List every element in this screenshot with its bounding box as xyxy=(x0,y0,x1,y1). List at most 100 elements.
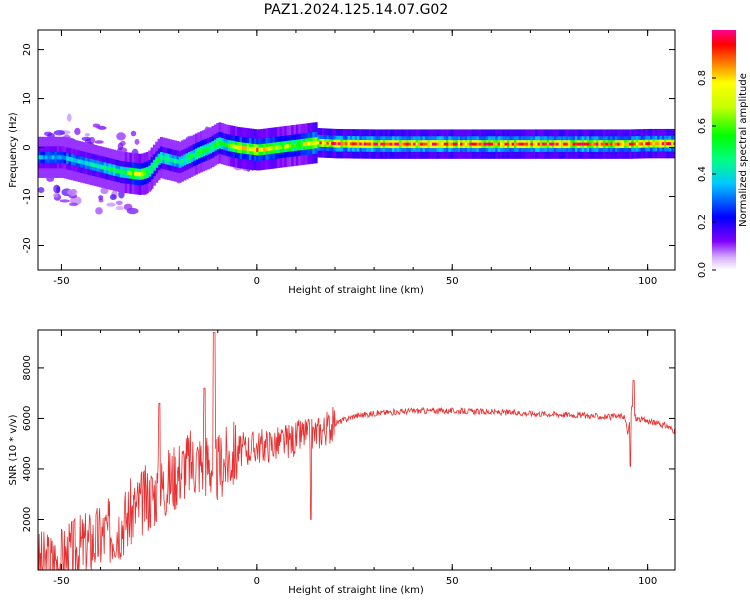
heatmap-cell xyxy=(223,142,227,147)
heatmap-cell xyxy=(260,147,264,152)
heatmap-cell xyxy=(335,142,339,146)
heatmap-cell xyxy=(295,143,299,148)
heatmap-cell xyxy=(47,155,51,160)
heatmap-cell xyxy=(288,143,292,149)
heatmap-cell xyxy=(659,142,663,146)
heatmap-cell xyxy=(94,163,98,168)
heatmap-cell xyxy=(152,163,156,168)
colorbar-ticks: 0.0 0.2 0.4 0.6 0.8 xyxy=(697,70,716,278)
heatmap-cell xyxy=(633,142,637,146)
heatmap-cell xyxy=(338,142,342,146)
heatmap-cell xyxy=(396,142,400,146)
heatmap-cell xyxy=(96,164,100,169)
heatmap-cell xyxy=(56,185,61,194)
heatmap-cell xyxy=(453,142,456,146)
heatmap-cell xyxy=(195,151,199,157)
heatmap-cell xyxy=(272,145,276,151)
heatmap-cell xyxy=(504,142,508,146)
heatmap-cell xyxy=(130,130,137,137)
heatmap-cell xyxy=(532,142,536,146)
heatmap-cell xyxy=(270,146,274,151)
heatmap-y-ticks: -20 -10 0 10 20 xyxy=(22,43,675,254)
x-tick-label: 50 xyxy=(446,576,459,587)
heatmap-cell xyxy=(492,142,496,146)
heatmap-cell xyxy=(542,142,546,146)
heatmap-cell xyxy=(106,202,116,207)
figure-title: PAZ1.2024.125.14.07.G02 xyxy=(264,2,449,18)
heatmap-cell xyxy=(115,168,119,173)
heatmap-cell xyxy=(668,142,672,146)
heatmap-cell xyxy=(603,142,607,146)
y-tick-label: -20 xyxy=(22,237,33,253)
heatmap-cell xyxy=(155,160,159,165)
heatmap-cell xyxy=(105,166,109,171)
heatmap-cell xyxy=(234,145,238,150)
heatmap-cell xyxy=(324,141,328,145)
heatmap-cell xyxy=(81,136,92,141)
heatmap-cell xyxy=(251,147,255,152)
heatmap-cell xyxy=(117,169,121,174)
heatmap-cell xyxy=(413,142,417,146)
heatmap-cell xyxy=(298,142,302,147)
heatmap-cell xyxy=(497,142,501,146)
heatmap-cell xyxy=(558,142,562,146)
heatmap-cell xyxy=(506,142,510,146)
heatmap-cell xyxy=(661,142,665,146)
heatmap-cell xyxy=(424,142,428,146)
y-tick-label: 0 xyxy=(22,144,33,150)
heatmap-cell xyxy=(455,142,459,146)
heatmap-panel: -50 0 50 100 -20 -10 0 10 20 Height of straight… xyxy=(8,29,676,296)
heatmap-cell xyxy=(443,142,447,146)
heatmap-cell xyxy=(596,142,600,146)
heatmap-cell xyxy=(673,142,675,146)
heatmap-cell xyxy=(134,171,138,176)
heatmap-cell xyxy=(591,142,595,146)
y-tick-label: 2000 xyxy=(22,507,33,532)
x-tick-label: 100 xyxy=(638,576,657,587)
heatmap-cell xyxy=(206,146,210,151)
heatmap-cell xyxy=(159,155,163,160)
heatmap-cell xyxy=(537,142,541,146)
heatmap-cell xyxy=(68,202,78,207)
snr-y-ticks: 2000 4000 6000 8000 xyxy=(22,355,675,532)
heatmap-cell xyxy=(66,113,72,122)
heatmap-cell xyxy=(101,165,105,170)
heatmap-cell xyxy=(387,142,391,146)
heatmap-cell xyxy=(621,142,625,146)
heatmap-cell xyxy=(410,142,414,146)
heatmap-cell xyxy=(626,142,630,146)
heatmap-cell xyxy=(227,143,231,148)
heatmap-cell xyxy=(124,170,128,175)
heatmap-cell xyxy=(469,142,473,146)
heatmap-cell xyxy=(574,142,578,146)
heatmap-cell xyxy=(607,142,611,146)
heatmap-cell xyxy=(462,142,466,146)
heatmap-cell xyxy=(108,167,112,172)
heatmap-cell xyxy=(291,143,295,148)
x-tick-label: -50 xyxy=(53,576,69,587)
heatmap-cell xyxy=(485,142,489,146)
heatmap-cell xyxy=(122,170,126,175)
heatmap-cell xyxy=(370,142,374,146)
heatmap-cell xyxy=(581,142,585,146)
heatmap-cell xyxy=(197,150,201,155)
heatmap-cell xyxy=(237,145,241,150)
heatmap-cell xyxy=(460,142,464,146)
heatmap-cell xyxy=(131,171,135,176)
heatmap-cell xyxy=(513,142,517,146)
heatmap-cell xyxy=(436,142,440,146)
heatmap-cell xyxy=(438,142,442,146)
heatmap-cell xyxy=(544,142,548,146)
heatmap-cell xyxy=(192,153,196,158)
colorbar-tick-label: 0.8 xyxy=(697,70,708,86)
heatmap-cell xyxy=(640,142,644,146)
heatmap-cell xyxy=(49,155,53,160)
heatmap-cell xyxy=(239,145,243,150)
heatmap-cell xyxy=(188,155,192,160)
heatmap-cell xyxy=(584,142,588,146)
heatmap-cell xyxy=(117,142,124,151)
heatmap-cell xyxy=(502,142,506,146)
heatmap-cell xyxy=(84,133,91,137)
heatmap-cell xyxy=(546,142,550,146)
heatmap-cell xyxy=(464,142,468,146)
